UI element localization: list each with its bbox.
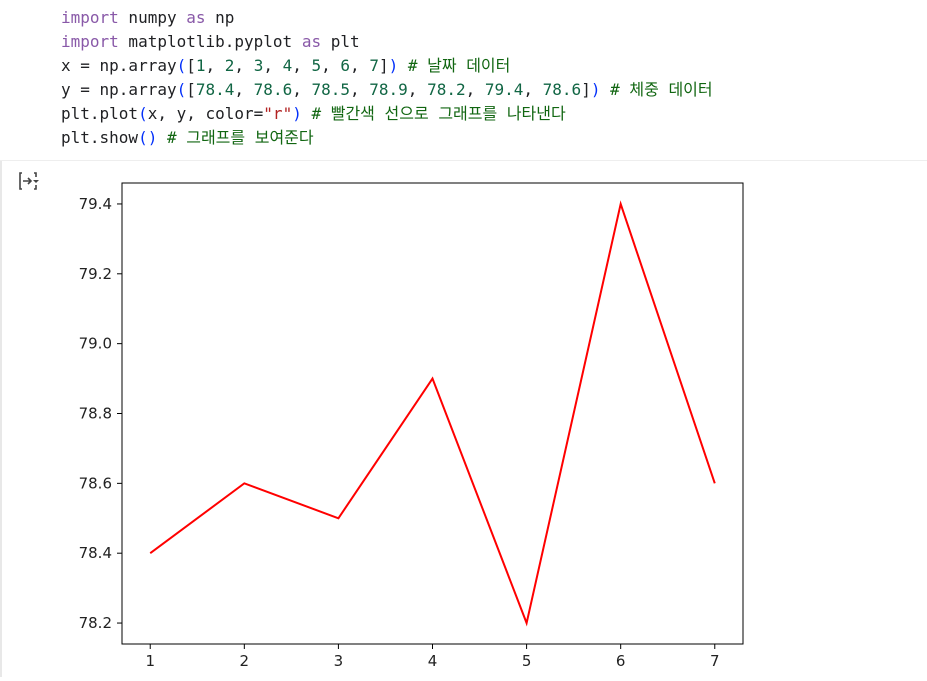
code-token: 79.4 [485,80,524,99]
code-token: # 체중 데이터 [600,80,712,99]
axes-frame [122,183,743,644]
code-token: 78.9 [369,80,408,99]
code-token: matplotlib.pyplot [119,32,302,51]
code-token: 5 [312,56,322,75]
code-token: 4 [283,56,293,75]
y-tick-label: 79.0 [79,335,112,353]
cell-output: 1 2 3 4 5 6 7 78.2 78.4 78.6 78.8 79.0 79.2 79.4 [0,161,927,677]
code-token: as [302,32,321,51]
code-token: , [263,56,282,75]
code-token: numpy [119,8,186,27]
y-tick-label: 78.2 [79,614,112,632]
code-token: , [292,80,311,99]
x-tick-label: 5 [522,652,532,670]
code-token: # 날짜 데이터 [398,56,510,75]
y-tick-label: 79.4 [79,195,112,213]
code-token: [ [186,80,196,99]
code-token: y = np.array [61,80,177,99]
code-line: y = np.array([78.4, 78.6, 78.5, 78.9, 78… [61,78,713,102]
code-token: # 그래프를 보여준다 [157,128,313,147]
code-token: plt.show [61,128,138,147]
line-chart: 1 2 3 4 5 6 7 78.2 78.4 78.6 78.8 79.0 79.2 79.4 [0,161,927,677]
x-tick-label: 2 [240,652,250,670]
code-token: plt [321,32,360,51]
code-token: # 빨간색 선으로 그래프를 나타낸다 [302,104,566,123]
code-token: , [234,80,253,99]
code-token: , [408,80,427,99]
code-token: 78.6 [543,80,582,99]
code-token: 78.4 [196,80,235,99]
code-token: ( [177,80,187,99]
code-line: x = np.array([1, 2, 3, 4, 5, 6, 7]) # 날짜… [61,54,713,78]
code-token: 3 [254,56,264,75]
code-token: x = np.array [61,56,177,75]
y-tick-label: 78.8 [79,405,112,423]
code-token: , [292,56,311,75]
code-token: ( [177,56,187,75]
code-token: 78.6 [254,80,293,99]
x-tick-label: 4 [428,652,438,670]
code-token: np [206,8,235,27]
x-tick-label: 1 [145,652,155,670]
x-tick-label: 3 [334,652,344,670]
code-token: , [466,80,485,99]
code-token: () [138,128,157,147]
code-token: 1 [196,56,206,75]
y-tick-label: 79.2 [79,265,112,283]
code-line: import matplotlib.pyplot as plt [61,30,713,54]
series-line [150,204,715,623]
code-line: import numpy as np [61,6,713,30]
code-token: ] [581,80,591,99]
y-tick-label: 78.6 [79,474,112,492]
code-token: [ [186,56,196,75]
x-tick-label: 6 [616,652,626,670]
code-token: , [523,80,542,99]
code-token: as [186,8,205,27]
code-token: import [61,32,119,51]
code-token: ( [138,104,148,123]
code-token: , [234,56,253,75]
code-token: 78.5 [311,80,350,99]
code-token: "r" [263,104,292,123]
code-token: x, y, color= [148,104,264,123]
code-token: ) [292,104,302,123]
code-token: 6 [340,56,350,75]
code-line: plt.show() # 그래프를 보여준다 [61,126,713,150]
code-token: , [206,56,225,75]
code-token: ] [379,56,389,75]
code-token: , [350,80,369,99]
code-line: plt.plot(x, y, color="r") # 빨간색 선으로 그래프를… [61,102,713,126]
y-tick-label: 78.4 [79,544,112,562]
code-token: ) [389,56,399,75]
code-token: plt.plot [61,104,138,123]
code-token: import [61,8,119,27]
code-token: 7 [369,56,379,75]
code-token: 78.2 [427,80,466,99]
code-token: , [321,56,340,75]
code-token: 2 [225,56,235,75]
x-tick-label: 7 [710,652,720,670]
code-token: , [350,56,369,75]
